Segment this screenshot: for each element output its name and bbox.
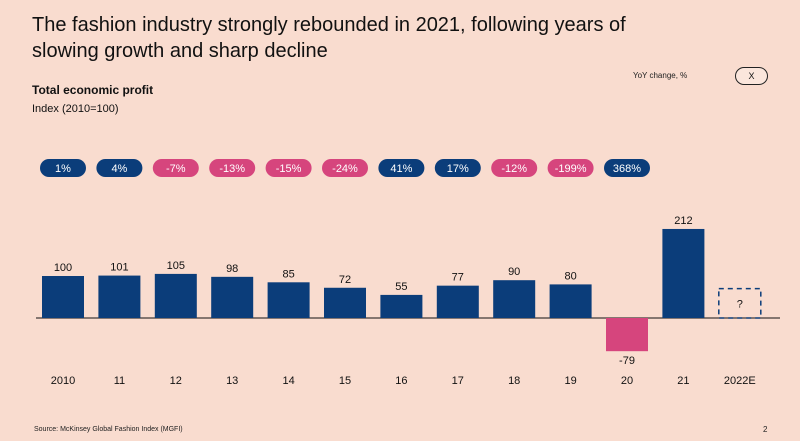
yoy-pill — [265, 159, 312, 177]
x-tick-label: 2010 — [51, 375, 75, 387]
bar-value-label: 85 — [282, 268, 294, 280]
yoy-pill-label: -199% — [555, 163, 587, 175]
x-tick-label: 14 — [282, 375, 294, 387]
x-tick-label: 11 — [114, 375, 125, 387]
bar-value-label: 105 — [167, 260, 185, 272]
yoy-pill-label: 41% — [390, 163, 412, 175]
estimate-bar-placeholder — [718, 287, 762, 319]
bar-value-label: 72 — [339, 274, 351, 286]
bar — [211, 276, 254, 318]
yoy-pill — [547, 159, 594, 177]
yoy-pill — [378, 159, 425, 177]
yoy-pill — [604, 159, 650, 177]
x-tick-label: 16 — [395, 375, 407, 387]
index-label: Index (2010=100) — [32, 103, 119, 115]
bar — [267, 282, 310, 318]
yoy-pill-label: 17% — [447, 163, 469, 175]
bar-value-label: 77 — [452, 272, 464, 284]
x-tick-label: 18 — [508, 375, 520, 387]
source-note: Source: McKinsey Global Fashion Index (M… — [34, 426, 183, 433]
yoy-pill-label: -12% — [501, 163, 527, 175]
chart-subtitle: Total economic profit — [32, 83, 154, 97]
yoy-pill — [491, 159, 538, 177]
bar — [98, 275, 141, 318]
bar — [606, 318, 648, 352]
yoy-pill — [434, 159, 481, 177]
yoy-pill-label: 4% — [111, 163, 127, 175]
x-tick-label: 2022E — [724, 375, 756, 387]
bar — [549, 284, 592, 318]
yoy-pill-label: -13% — [219, 163, 245, 175]
page-number: 2 — [763, 425, 768, 434]
yoy-pill — [96, 159, 143, 177]
bar-value-label: 55 — [395, 281, 407, 293]
x-tick-label: 15 — [339, 375, 351, 387]
bar-value-label: 80 — [564, 270, 576, 282]
yoy-pill-label: -24% — [332, 163, 358, 175]
yoy-pill-label: -15% — [276, 163, 302, 175]
bar — [42, 276, 84, 318]
yoy-pill — [209, 159, 256, 177]
yoy-pill-label: 1% — [55, 163, 71, 175]
bar — [380, 294, 423, 318]
yoy-pill-label: -7% — [166, 163, 186, 175]
x-tick-label: 19 — [564, 375, 576, 387]
bar — [324, 287, 366, 318]
close-button[interactable]: X — [735, 67, 768, 85]
page-title: The fashion industry strongly rebounded … — [32, 14, 626, 62]
x-tick-label: 13 — [226, 375, 238, 387]
yoy-pill — [40, 159, 86, 177]
bar — [662, 228, 705, 318]
bar — [154, 273, 197, 318]
yoy-pill — [322, 159, 368, 177]
bar — [493, 280, 536, 318]
bar-value-label: 101 — [110, 262, 128, 274]
bar-value-label: -79 — [619, 355, 635, 367]
bar — [436, 285, 479, 318]
estimate-question-label: ? — [737, 298, 743, 310]
bar-value-label: 100 — [54, 262, 72, 274]
yoy-pill-label: 368% — [613, 163, 641, 175]
bar-value-label: 90 — [508, 266, 520, 278]
x-tick-label: 20 — [621, 375, 633, 387]
x-tick-label: 21 — [677, 375, 689, 387]
bar-value-label: 98 — [226, 263, 238, 275]
x-tick-label: 12 — [170, 375, 182, 387]
yoy-change-label: YoY change, % — [633, 71, 688, 80]
x-tick-label: 17 — [452, 375, 464, 387]
yoy-pill — [152, 159, 199, 177]
bar-value-label: 212 — [674, 215, 692, 227]
